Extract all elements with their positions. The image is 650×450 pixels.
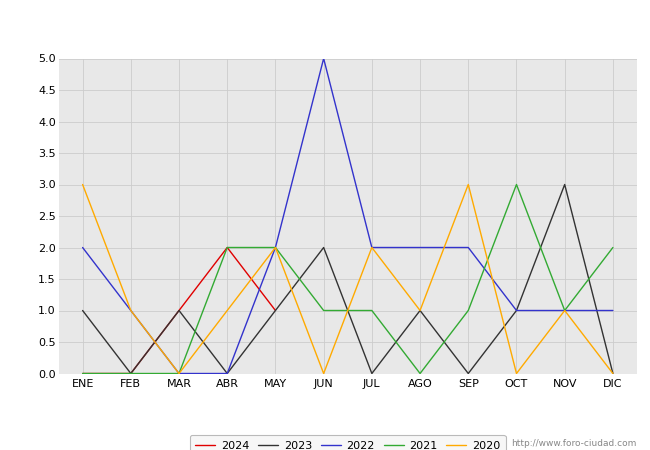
Legend: 2024, 2023, 2022, 2021, 2020: 2024, 2023, 2022, 2021, 2020 [190, 435, 506, 450]
Text: http://www.foro-ciudad.com: http://www.foro-ciudad.com [512, 439, 637, 448]
Text: Matriculaciones de Vehiculos en Sant Feliu Sasserra: Matriculaciones de Vehiculos en Sant Fel… [110, 14, 540, 32]
